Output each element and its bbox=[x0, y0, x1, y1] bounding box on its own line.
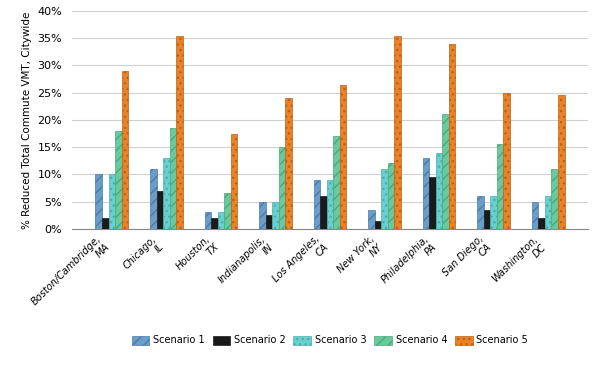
Bar bbox=[327, 180, 333, 229]
Bar bbox=[477, 196, 484, 229]
Bar bbox=[558, 96, 565, 229]
Bar bbox=[272, 201, 279, 229]
Bar bbox=[109, 175, 115, 229]
Bar bbox=[340, 85, 346, 229]
Bar bbox=[484, 210, 490, 229]
Bar bbox=[368, 210, 375, 229]
Bar bbox=[442, 114, 449, 229]
Y-axis label: % Reduced Total Commute VMT, Citywide: % Reduced Total Commute VMT, Citywide bbox=[22, 11, 32, 229]
Bar bbox=[429, 177, 436, 229]
Bar bbox=[538, 218, 545, 229]
Bar bbox=[497, 144, 503, 229]
Bar bbox=[231, 134, 237, 229]
Bar bbox=[122, 71, 128, 229]
Bar bbox=[102, 218, 109, 229]
Bar bbox=[259, 201, 266, 229]
Bar bbox=[205, 213, 211, 229]
Bar bbox=[95, 175, 102, 229]
Bar bbox=[279, 147, 285, 229]
Bar bbox=[224, 193, 231, 229]
Bar bbox=[211, 218, 218, 229]
Bar bbox=[157, 191, 163, 229]
Bar bbox=[320, 196, 327, 229]
Bar bbox=[545, 196, 551, 229]
Bar bbox=[314, 180, 320, 229]
Bar bbox=[218, 213, 224, 229]
Bar bbox=[423, 158, 429, 229]
Bar bbox=[436, 153, 442, 229]
Bar bbox=[115, 131, 122, 229]
Bar bbox=[333, 136, 340, 229]
Bar bbox=[170, 128, 176, 229]
Bar bbox=[266, 215, 272, 229]
Bar bbox=[503, 93, 510, 229]
Bar bbox=[381, 169, 388, 229]
Bar bbox=[394, 35, 401, 229]
Bar bbox=[285, 98, 292, 229]
Bar bbox=[163, 158, 170, 229]
Legend: Scenario 1, Scenario 2, Scenario 3, Scenario 4, Scenario 5: Scenario 1, Scenario 2, Scenario 3, Scen… bbox=[128, 332, 532, 349]
Bar bbox=[388, 163, 394, 229]
Bar bbox=[490, 196, 497, 229]
Bar bbox=[449, 44, 455, 229]
Bar bbox=[375, 221, 381, 229]
Bar bbox=[150, 169, 157, 229]
Bar bbox=[176, 35, 183, 229]
Bar bbox=[532, 201, 538, 229]
Bar bbox=[551, 169, 558, 229]
